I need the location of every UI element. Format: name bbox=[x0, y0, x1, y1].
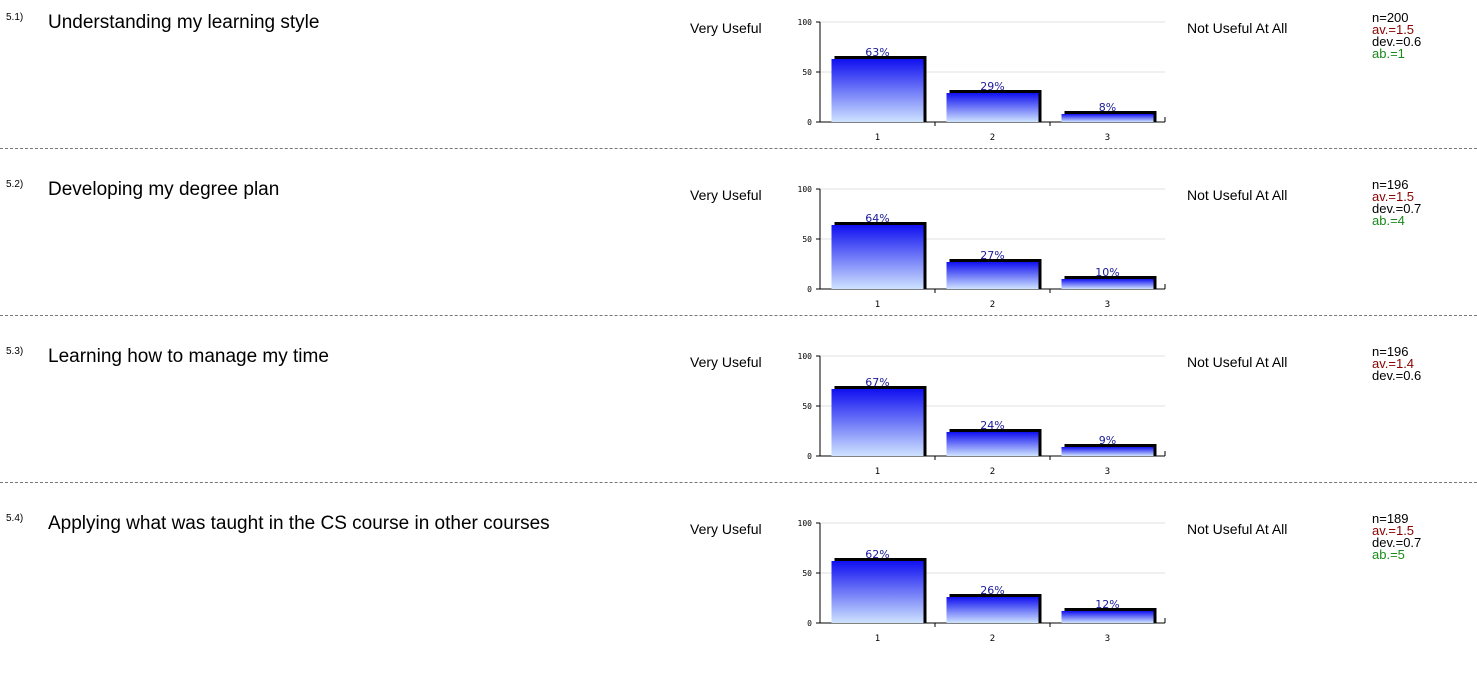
scale-left-label: Very Useful bbox=[690, 187, 762, 203]
y-tick-label: 50 bbox=[802, 235, 812, 244]
stat-deviation: dev.=0.6 bbox=[1372, 368, 1422, 383]
question-number: 5.2) bbox=[6, 179, 24, 190]
stats-block: n=196 av.=1.4 dev.=0.6 bbox=[1372, 344, 1422, 383]
bar-value-label: 67% bbox=[865, 376, 889, 389]
question-text: Understanding my learning style bbox=[48, 12, 320, 33]
x-tick-label: 1 bbox=[875, 467, 880, 477]
bar-value-label: 10% bbox=[1095, 266, 1119, 279]
question-text: Learning how to manage my time bbox=[48, 346, 329, 367]
stat-deviation: dev.=0.7 bbox=[1372, 535, 1422, 550]
question-text: Developing my degree plan bbox=[48, 179, 280, 200]
question-block: 5.1) Understanding my learning style Ver… bbox=[0, 10, 1477, 178]
bar bbox=[946, 262, 1039, 289]
x-tick-label: 2 bbox=[990, 467, 995, 477]
stat-average: av.=1.4 bbox=[1372, 356, 1415, 371]
stat-deviation: dev.=0.7 bbox=[1372, 201, 1422, 216]
bar bbox=[831, 561, 924, 623]
bar-chart: 0 50 100 64% 1 27% 2 10% 3 bbox=[798, 185, 1166, 310]
y-tick-label: 100 bbox=[798, 352, 813, 361]
x-tick-label: 2 bbox=[990, 634, 995, 644]
y-tick-label: 0 bbox=[807, 452, 812, 461]
scale-left-label: Very Useful bbox=[690, 521, 762, 537]
x-tick-label: 1 bbox=[875, 300, 880, 310]
scale-left-label: Very Useful bbox=[690, 354, 762, 370]
stat-average: av.=1.5 bbox=[1372, 22, 1415, 37]
x-tick-label: 3 bbox=[1105, 300, 1110, 310]
scale-right-label: Not Useful At All bbox=[1187, 187, 1288, 203]
scale-right-label: Not Useful At All bbox=[1187, 521, 1288, 537]
question-number: 5.1) bbox=[6, 12, 24, 23]
bar bbox=[946, 93, 1039, 122]
question-block: 5.3) Learning how to manage my time Very… bbox=[0, 344, 1477, 512]
bar-value-label: 12% bbox=[1095, 598, 1119, 611]
bar bbox=[1061, 279, 1154, 289]
y-tick-label: 50 bbox=[802, 569, 812, 578]
x-tick-label: 2 bbox=[990, 133, 995, 143]
bar-value-label: 8% bbox=[1099, 101, 1116, 114]
bar-value-label: 63% bbox=[865, 46, 889, 59]
bar-value-label: 26% bbox=[980, 584, 1004, 597]
bar-chart: 0 50 100 63% 1 29% 2 8% 3 bbox=[798, 18, 1166, 143]
bar-value-label: 62% bbox=[865, 548, 889, 561]
bar bbox=[1061, 447, 1154, 456]
question-number: 5.4) bbox=[6, 513, 24, 524]
question-text: Applying what was taught in the CS cours… bbox=[48, 513, 550, 534]
x-tick-label: 2 bbox=[990, 300, 995, 310]
bar bbox=[946, 432, 1039, 456]
stat-abstentions: ab.=1 bbox=[1372, 46, 1405, 61]
separator bbox=[0, 482, 1477, 483]
bar bbox=[946, 597, 1039, 623]
bar bbox=[1061, 611, 1154, 623]
stat-n: n=196 bbox=[1372, 177, 1409, 192]
question-block: 5.4) Applying what was taught in the CS … bbox=[0, 511, 1477, 679]
bar bbox=[831, 389, 924, 456]
x-tick-label: 1 bbox=[875, 133, 880, 143]
bar-chart: 0 50 100 67% 1 24% 2 9% 3 bbox=[798, 352, 1166, 477]
x-tick-label: 3 bbox=[1105, 634, 1110, 644]
bar-value-label: 27% bbox=[980, 249, 1004, 262]
stat-abstentions: ab.=4 bbox=[1372, 213, 1405, 228]
y-tick-label: 100 bbox=[798, 18, 813, 27]
stat-average: av.=1.5 bbox=[1372, 523, 1415, 538]
stat-n: n=189 bbox=[1372, 511, 1409, 526]
scale-right-label: Not Useful At All bbox=[1187, 20, 1288, 36]
question-number: 5.3) bbox=[6, 346, 24, 357]
stats-block: n=196 av.=1.5 dev.=0.7 ab.=4 bbox=[1372, 177, 1422, 228]
separator bbox=[0, 148, 1477, 149]
stat-abstentions: ab.=5 bbox=[1372, 547, 1405, 562]
x-tick-label: 1 bbox=[875, 634, 880, 644]
y-tick-label: 50 bbox=[802, 68, 812, 77]
bar bbox=[831, 59, 924, 122]
bar-chart: 0 50 100 62% 1 26% 2 12% 3 bbox=[798, 519, 1166, 644]
y-tick-label: 50 bbox=[802, 402, 812, 411]
question-block: 5.2) Developing my degree plan Very Usef… bbox=[0, 177, 1477, 345]
scale-left-label: Very Useful bbox=[690, 20, 762, 36]
y-tick-label: 0 bbox=[807, 619, 812, 628]
bar-value-label: 24% bbox=[980, 419, 1004, 432]
y-tick-label: 100 bbox=[798, 519, 813, 528]
stat-deviation: dev.=0.6 bbox=[1372, 34, 1422, 49]
stats-block: n=200 av.=1.5 dev.=0.6 ab.=1 bbox=[1372, 10, 1422, 61]
scale-right-label: Not Useful At All bbox=[1187, 354, 1288, 370]
bar-value-label: 29% bbox=[980, 80, 1004, 93]
y-tick-label: 0 bbox=[807, 118, 812, 127]
separator bbox=[0, 315, 1477, 316]
bar-value-label: 64% bbox=[865, 212, 889, 225]
stats-block: n=189 av.=1.5 dev.=0.7 ab.=5 bbox=[1372, 511, 1422, 562]
y-tick-label: 0 bbox=[807, 285, 812, 294]
bar-value-label: 9% bbox=[1099, 434, 1116, 447]
x-tick-label: 3 bbox=[1105, 467, 1110, 477]
stat-n: n=200 bbox=[1372, 10, 1409, 25]
bar bbox=[1061, 114, 1154, 122]
bar bbox=[831, 225, 924, 289]
x-tick-label: 3 bbox=[1105, 133, 1110, 143]
y-tick-label: 100 bbox=[798, 185, 813, 194]
stat-n: n=196 bbox=[1372, 344, 1409, 359]
stat-average: av.=1.5 bbox=[1372, 189, 1415, 204]
